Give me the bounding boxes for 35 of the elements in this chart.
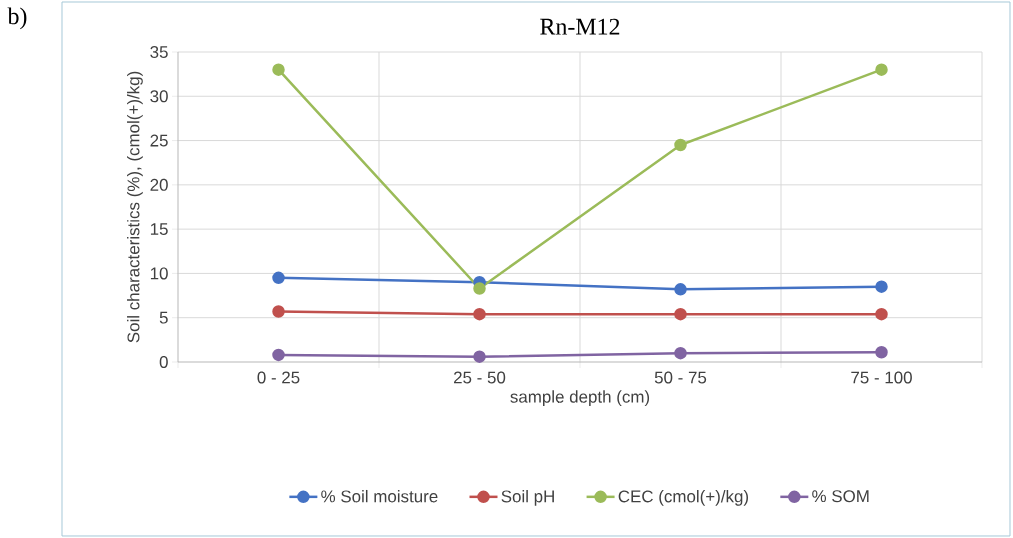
point bbox=[875, 280, 888, 293]
legend-label: % SOM bbox=[812, 490, 869, 503]
legend-label: % Soil moisture bbox=[321, 489, 438, 503]
point bbox=[272, 63, 285, 76]
point bbox=[272, 271, 285, 285]
y-tick-label: 15 bbox=[150, 223, 168, 236]
x-tick-label: 75 - 100 bbox=[851, 371, 912, 384]
legend-label: Soil pH bbox=[501, 489, 554, 506]
y-tick-label: 30 bbox=[150, 90, 168, 103]
point bbox=[272, 348, 285, 362]
y-axis-title: Soil characteristics (%), (cmol(+)/kg) bbox=[127, 71, 143, 343]
y-tick-label: 25 bbox=[150, 134, 168, 147]
point bbox=[674, 346, 687, 360]
x-tick-label: 0 - 25 bbox=[257, 371, 300, 384]
point bbox=[875, 63, 888, 76]
legend-label: CEC (cmol(+)/kg) bbox=[618, 489, 749, 506]
point bbox=[875, 307, 888, 321]
y-tick-label: 5 bbox=[159, 311, 168, 324]
y-tick-label: 10 bbox=[150, 267, 168, 280]
x-tick-label: 25 - 50 bbox=[454, 371, 506, 384]
x-tick-label: 50 - 75 bbox=[654, 371, 707, 384]
point bbox=[674, 138, 687, 152]
point bbox=[674, 283, 687, 296]
y-tick-label: 20 bbox=[150, 178, 168, 191]
text: b) bbox=[7, 7, 27, 30]
y-tick-label: 0 bbox=[159, 355, 168, 368]
x-axis-title: sample depth (cm) bbox=[510, 390, 650, 407]
point bbox=[473, 282, 486, 295]
y-tick-label: 35 bbox=[150, 45, 168, 58]
chart-title: Rn-M12 bbox=[540, 18, 620, 35]
point bbox=[473, 350, 486, 363]
point bbox=[875, 345, 888, 359]
point bbox=[272, 305, 285, 318]
point bbox=[473, 307, 486, 321]
point bbox=[674, 307, 687, 321]
